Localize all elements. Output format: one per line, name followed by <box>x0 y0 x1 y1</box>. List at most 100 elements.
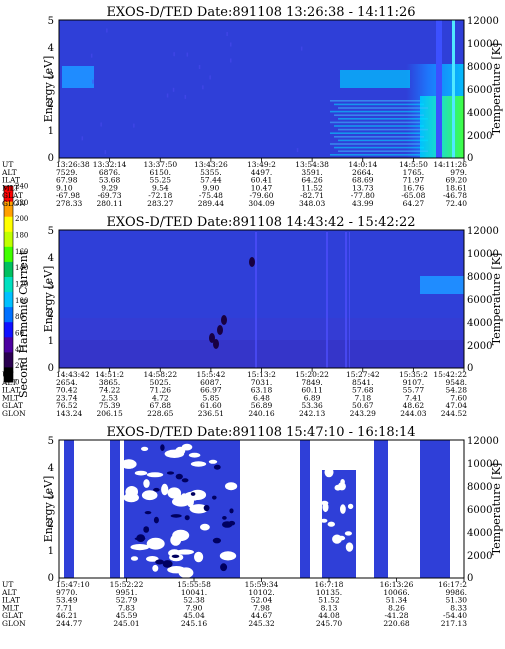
eph-value-mlt: 11.52 <box>301 183 323 192</box>
eph-value-glon: 244.77 <box>56 619 82 628</box>
p3-ylabel: Energy [eV] <box>42 476 55 543</box>
texture-blob-dark <box>190 492 196 496</box>
colorbar-tick-140: 140 <box>15 264 28 272</box>
p1-y2tick-6000: 6000 <box>467 85 492 96</box>
texture-blob <box>225 482 238 491</box>
texture-blob <box>320 518 328 523</box>
p2-ytick-2: 2 <box>48 309 54 320</box>
texture-blob <box>337 482 346 491</box>
colorbar-tick-80: 80 <box>15 313 24 321</box>
p3-y2tick-12000: 12000 <box>467 436 499 447</box>
texture-speck <box>173 52 175 57</box>
eph-value-ut: 14:5:50 <box>399 160 428 169</box>
texture-speck <box>92 79 94 84</box>
eph-value-glat: 76.52 <box>56 401 78 410</box>
texture-spot <box>249 257 255 267</box>
panel-1-ephemeris: UTALTILATMLTGLATGLON13:26:387529.67.989.… <box>1 158 467 208</box>
p2-y2label: Temperature [K] <box>490 253 503 345</box>
eph-value-glat: -54.40 <box>443 611 467 620</box>
eph-value-ilat: 60.41 <box>251 176 272 185</box>
texture-blob <box>146 472 164 478</box>
colorbar-tick-20: 20 <box>15 362 24 370</box>
texture-streak <box>345 232 347 368</box>
texture-speck <box>226 32 228 36</box>
texture-blob <box>130 556 139 561</box>
eph-label-ut: UT <box>2 580 13 589</box>
eph-value-alt: 10066. <box>383 588 409 597</box>
eph-value-glat: -82.71 <box>300 191 324 200</box>
texture-speck <box>172 87 175 92</box>
texture-blob <box>146 556 159 562</box>
panel-2-texture <box>209 232 350 368</box>
eph-value-glat: 56.89 <box>251 401 273 410</box>
eph-value-ut: 14:58:22 <box>143 370 177 379</box>
panel-3: EXOS-D/TED Date:891108 15:47:10 - 16:18:… <box>1 425 503 628</box>
texture-band <box>330 100 420 102</box>
texture-speck <box>104 150 107 155</box>
texture-band <box>338 128 428 131</box>
eph-value-mlt: 13.73 <box>352 183 374 192</box>
p1-ytick-5: 5 <box>48 16 54 27</box>
eph-value-alt: 9986. <box>446 588 467 597</box>
panel-3-spectrogram <box>59 440 464 578</box>
eph-value-glon: 217.13 <box>441 619 467 628</box>
panel-1-left-axis: 5 4 3 2 1 0 Energy [eV] <box>42 16 55 164</box>
eph-value-glon: 244.52 <box>441 409 467 418</box>
eph-value-ilat: 57.44 <box>200 176 222 185</box>
p2-ytick-3: 3 <box>48 281 54 292</box>
colorbar-tick-60: 60 <box>15 330 24 338</box>
p2-y2tick-2000: 2000 <box>467 341 492 352</box>
p1-ytick-1: 1 <box>48 126 54 137</box>
panel-3-ephemeris: UTALTILATMLTGLATGLON15:47:109770.53.497.… <box>1 578 467 628</box>
eph-value-alt: 5355. <box>200 168 221 177</box>
eph-value-ut: 15:52:22 <box>110 580 144 589</box>
texture-blob <box>208 459 218 464</box>
p2-y2tick-0: 0 <box>467 363 473 374</box>
p1-ytick-3: 3 <box>48 71 54 82</box>
p2-y2tick-8000: 8000 <box>467 272 492 283</box>
texture-band <box>338 139 428 142</box>
eph-value-glon: 245.70 <box>316 619 342 628</box>
eph-value-ilat: 52.04 <box>251 596 273 605</box>
texture-blob <box>188 452 201 458</box>
eph-value-glat: 44.08 <box>318 611 340 620</box>
eph-value-ilat: 51.52 <box>318 596 340 605</box>
colorbar-swatch-5 <box>4 291 13 308</box>
p3-ytick-1: 1 <box>48 546 54 557</box>
colorbar-ticks: 0 20 40 60 80 100 120 140 160 180 200 220 240 <box>15 183 28 387</box>
eph-value-mlt: 9.90 <box>203 183 220 192</box>
panel-2-right-axis: 12000 10000 8000 6000 4000 2000 0 Temper… <box>467 226 503 374</box>
p3-ytick-2: 2 <box>48 519 54 530</box>
p3-y2tick-4000: 4000 <box>467 528 492 539</box>
eph-value-ut: 15:59:34 <box>245 580 279 589</box>
eph-value-ut: 15:20:22 <box>295 370 329 379</box>
eph-value-ilat: 63.18 <box>251 386 273 395</box>
eph-value-mlt: 9.10 <box>56 183 73 192</box>
colorbar-swatch-9 <box>4 231 13 247</box>
colorbar-tick-240: 240 <box>15 183 28 191</box>
colorbar-tick-120: 120 <box>15 281 28 289</box>
eph-value-alt: 8541. <box>352 378 373 387</box>
colorbar-swatch-2 <box>4 336 13 353</box>
eph-value-glat: 67.88 <box>150 401 172 410</box>
eph-value-mlt: 7.60 <box>450 393 467 402</box>
eph-label-mlt: MLT <box>2 183 19 192</box>
eph-value-glon: 228.65 <box>147 409 173 418</box>
eph-value-ut: 15:47:10 <box>56 580 90 589</box>
eph-value-glon: 43.99 <box>352 199 374 208</box>
texture-blob-dark <box>212 495 217 500</box>
eph-value-glon: 72.40 <box>446 199 468 208</box>
eph-value-glat: -65.08 <box>401 191 425 200</box>
eph-label-glon: GLON <box>2 619 26 628</box>
eph-value-glon: 236.51 <box>198 409 224 418</box>
texture-band <box>330 121 420 124</box>
eph-value-alt: 1765. <box>403 168 424 177</box>
eph-value-ilat: 53.68 <box>99 176 121 185</box>
eph-value-alt: 6876. <box>99 168 120 177</box>
texture-blob-dark <box>229 508 234 514</box>
eph-value-alt: 10102. <box>248 588 274 597</box>
eph-value-alt: 9770. <box>56 588 77 597</box>
texture-blob <box>125 486 138 498</box>
eph-value-mlt: 18.61 <box>446 183 467 192</box>
